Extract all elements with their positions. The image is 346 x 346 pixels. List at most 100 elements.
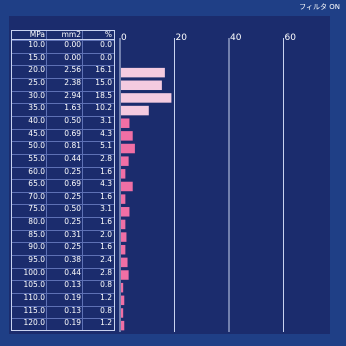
cell-percent: 4.3 bbox=[100, 179, 112, 189]
table-row: 30.0 2.94 18.5 bbox=[12, 90, 114, 100]
cell-mpa: 90.0 bbox=[28, 242, 45, 252]
table-row: 100.0 0.44 2.8 bbox=[12, 267, 114, 277]
cell-mpa: 10.0 bbox=[28, 40, 45, 49]
bar bbox=[121, 270, 129, 280]
table-row: 10.0 0.00 0.0 bbox=[12, 40, 114, 49]
table-row: 110.0 0.19 1.2 bbox=[12, 293, 114, 302]
cell-mm2: 0.44 bbox=[64, 267, 81, 277]
bar bbox=[121, 308, 124, 318]
table-row: 75.0 0.50 3.1 bbox=[12, 204, 114, 213]
x-tick-label: 40 bbox=[230, 33, 242, 43]
bar bbox=[121, 320, 125, 331]
table-row: 95.0 0.38 2.4 bbox=[12, 255, 114, 264]
table-row: 55.0 0.44 2.8 bbox=[12, 153, 114, 163]
cell-mm2: 0.00 bbox=[64, 52, 81, 62]
cell-mm2: 0.25 bbox=[64, 191, 81, 201]
table-row: 45.0 0.69 4.3 bbox=[12, 128, 114, 138]
cell-mm2: 0.25 bbox=[64, 242, 81, 252]
cell-mm2: 0.50 bbox=[64, 115, 81, 125]
cell-mm2: 0.00 bbox=[64, 40, 81, 49]
table-row: 50.0 0.81 5.1 bbox=[12, 141, 114, 150]
cell-percent: 1.6 bbox=[100, 191, 112, 201]
cell-mpa: 50.0 bbox=[28, 141, 45, 151]
cell-mpa: 80.0 bbox=[28, 217, 45, 227]
cell-percent: 0.0 bbox=[100, 40, 112, 49]
cell-mpa: 65.0 bbox=[28, 179, 45, 189]
cell-mpa: 40.0 bbox=[28, 115, 45, 125]
bar bbox=[121, 169, 126, 179]
cell-percent: 2.8 bbox=[100, 153, 112, 163]
cell-mm2: 0.31 bbox=[64, 229, 81, 239]
filter-status-label: フィルタ ON bbox=[299, 3, 340, 11]
x-tick-label: 60 bbox=[285, 33, 297, 43]
tick-labels: 0 20 40 60 bbox=[121, 33, 296, 43]
table-row: 90.0 0.25 1.6 bbox=[12, 242, 114, 251]
bar bbox=[121, 105, 149, 116]
table-row: 20.0 2.56 16.1 bbox=[12, 65, 114, 74]
bar bbox=[121, 194, 126, 204]
bar bbox=[121, 93, 172, 103]
cell-mm2: 0.13 bbox=[64, 280, 81, 290]
bar bbox=[121, 295, 125, 306]
cell-mm2: 0.69 bbox=[64, 179, 81, 189]
cell-percent: 18.5 bbox=[95, 90, 112, 100]
cell-percent: 2.4 bbox=[100, 255, 112, 265]
bar bbox=[121, 118, 130, 128]
cell-percent: 10.2 bbox=[95, 103, 112, 113]
bar bbox=[121, 67, 165, 78]
cell-percent: 1.2 bbox=[100, 293, 112, 302]
bar bbox=[121, 80, 162, 91]
grid-lines bbox=[119, 38, 284, 332]
cell-percent: 1.6 bbox=[100, 217, 112, 227]
bar bbox=[121, 156, 129, 166]
cell-mm2: 0.81 bbox=[64, 141, 81, 151]
bar bbox=[121, 143, 135, 154]
x-tick-label: 0 bbox=[121, 33, 127, 43]
cell-percent: 1.6 bbox=[100, 166, 112, 176]
cell-mpa: 45.0 bbox=[28, 128, 45, 138]
table-header-row: MPa mm2 % bbox=[12, 31, 114, 40]
cell-mpa: 70.0 bbox=[28, 191, 45, 201]
cell-mm2: 2.94 bbox=[64, 90, 81, 100]
cell-mpa: 15.0 bbox=[28, 52, 45, 62]
cell-percent: 3.1 bbox=[100, 204, 112, 214]
table-divider bbox=[82, 31, 83, 330]
bar bbox=[121, 207, 130, 217]
table-row: 105.0 0.13 0.8 bbox=[12, 280, 114, 289]
cell-percent: 3.1 bbox=[100, 115, 112, 125]
table-divider bbox=[46, 31, 47, 330]
table-row: 85.0 0.31 2.0 bbox=[12, 229, 114, 239]
bar bbox=[121, 257, 128, 268]
cell-mm2: 0.19 bbox=[64, 293, 81, 302]
cell-mm2: 0.50 bbox=[64, 204, 81, 214]
cell-mpa: 105.0 bbox=[23, 280, 45, 290]
cell-mpa: 25.0 bbox=[28, 77, 45, 87]
cell-mm2: 2.56 bbox=[64, 65, 81, 75]
header-mpa: MPa bbox=[29, 30, 45, 39]
table-row: 70.0 0.25 1.6 bbox=[12, 191, 114, 201]
cell-mpa: 30.0 bbox=[28, 90, 45, 100]
x-tick-label: 20 bbox=[176, 33, 188, 43]
cell-percent: 5.1 bbox=[100, 141, 112, 151]
cell-percent: 4.3 bbox=[100, 128, 112, 138]
header-mm2: mm2 bbox=[61, 30, 81, 39]
cell-mpa: 85.0 bbox=[28, 229, 45, 239]
table-row: 80.0 0.25 1.6 bbox=[12, 217, 114, 226]
cell-mpa: 35.0 bbox=[28, 103, 45, 113]
cell-mm2: 0.25 bbox=[64, 217, 81, 227]
table-row: 40.0 0.50 3.1 bbox=[12, 115, 114, 125]
cell-percent: 15.0 bbox=[95, 77, 112, 87]
table-row: 25.0 2.38 15.0 bbox=[12, 77, 114, 87]
cell-percent: 16.1 bbox=[95, 65, 112, 75]
cell-percent: 0.8 bbox=[100, 305, 112, 315]
cell-mpa: 60.0 bbox=[28, 166, 45, 176]
bar bbox=[121, 232, 127, 242]
bar bbox=[121, 244, 126, 255]
table-row: 60.0 0.25 1.6 bbox=[12, 166, 114, 176]
table-row: 35.0 1.63 10.2 bbox=[12, 103, 114, 112]
bar bbox=[121, 181, 133, 192]
cell-mpa: 55.0 bbox=[28, 153, 45, 163]
cell-percent: 1.2 bbox=[100, 318, 112, 328]
bar bbox=[121, 282, 124, 293]
